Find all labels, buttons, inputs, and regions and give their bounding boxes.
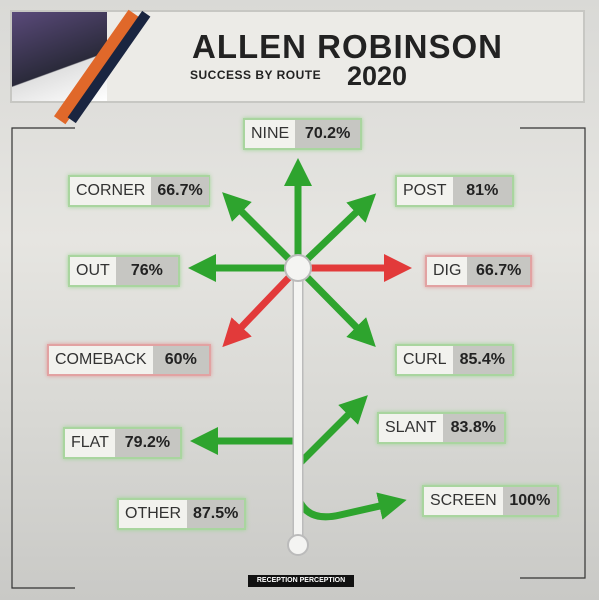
route-box: FLAT 79.2% (63, 427, 182, 459)
route-name: OTHER (125, 505, 181, 522)
route-value: 83.8% (442, 414, 504, 442)
red-routes (222, 254, 412, 348)
route-box: CORNER 66.7% (68, 175, 210, 207)
route-value: 85.4% (452, 346, 512, 374)
first-name: ALLEN (192, 28, 307, 65)
origin (284, 254, 312, 282)
route-box: OTHER 87.5% (117, 498, 246, 530)
green-routes (188, 158, 407, 521)
subtitle: SUCCESS BY ROUTE (190, 68, 322, 82)
route-value: 76% (115, 257, 178, 285)
route-name: COMEBACK (55, 351, 147, 368)
route-value: 66.7% (151, 177, 209, 205)
route-value: 60% (152, 346, 209, 374)
route-value: 66.7% (467, 257, 530, 285)
route-name: SCREEN (430, 492, 497, 509)
route-box: DIG 66.7% (425, 255, 532, 287)
start (287, 534, 309, 556)
last-name: ROBINSON (317, 28, 504, 65)
route-value: 100% (502, 487, 557, 515)
route-name: DIG (433, 262, 462, 279)
route-value: 81% (452, 177, 512, 205)
route-box: NINE 70.2% (243, 118, 362, 150)
route-name: NINE (251, 125, 290, 142)
route-name: POST (403, 182, 447, 199)
route-name: FLAT (71, 434, 109, 451)
brackets (11, 127, 586, 589)
route-name: CURL (403, 351, 447, 368)
route-box: OUT 76% (68, 255, 180, 287)
route-value: 79.2% (114, 429, 180, 457)
route-box: CURL 85.4% (395, 344, 514, 376)
route-box: COMEBACK 60% (47, 344, 211, 376)
route-box: SCREEN 100% (422, 485, 559, 517)
route-name: CORNER (76, 182, 146, 199)
title: ALLEN ROBINSON (192, 28, 503, 66)
brand: RECEPTION PERCEPTION (248, 575, 354, 587)
year: 2020 (347, 61, 408, 91)
route-box: POST 81% (395, 175, 514, 207)
route-box: SLANT 83.8% (377, 412, 506, 444)
header: ALLEN ROBINSON SUCCESS BY ROUTE 2020 (10, 9, 585, 125)
route-value: 87.5% (187, 500, 245, 528)
route-name: OUT (76, 262, 110, 279)
route-value: 70.2% (295, 120, 360, 148)
route-name: SLANT (385, 419, 437, 436)
